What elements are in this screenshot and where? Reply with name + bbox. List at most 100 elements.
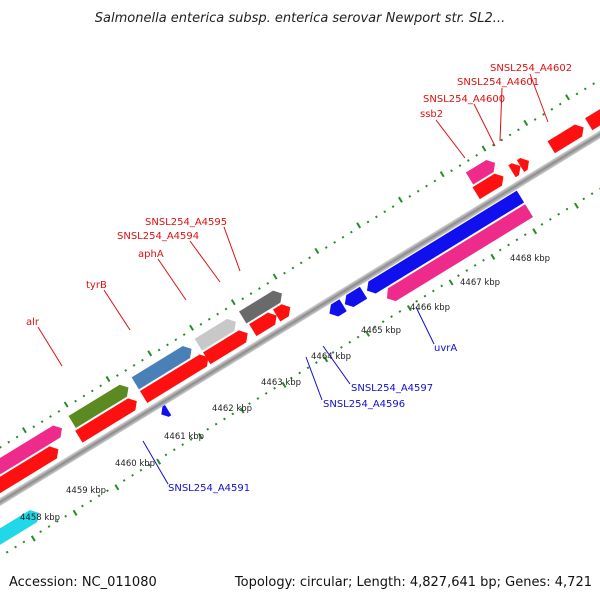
minor-tick — [298, 371, 302, 375]
gene-label-SNSL254_A4594[interactable]: SNSL254_A4594 — [117, 231, 199, 242]
gene-label-SNSL254_A4591[interactable]: SNSL254_A4591 — [168, 483, 250, 494]
gene-SNSL254_A4602[interactable] — [547, 121, 588, 154]
minor-tick — [157, 348, 161, 352]
minor-tick — [7, 440, 11, 444]
minor-tick — [508, 133, 512, 137]
reverse-genes — [0, 190, 533, 564]
leader-aphA — [157, 258, 187, 301]
gene-SNSL254_A4591[interactable] — [158, 405, 172, 419]
major-tick — [439, 171, 445, 178]
minor-tick — [5, 550, 9, 554]
major-tick — [114, 484, 120, 491]
minor-tick — [115, 374, 119, 377]
major-tick — [189, 324, 194, 331]
major-tick — [239, 407, 245, 414]
gene-pink-reverse[interactable] — [383, 204, 533, 304]
minor-tick — [458, 164, 462, 167]
minor-tick — [291, 266, 295, 270]
major-tick — [523, 119, 529, 127]
major-tick — [532, 228, 538, 235]
minor-tick — [550, 107, 554, 111]
minor-tick — [366, 220, 370, 224]
gene-uvrA[interactable] — [363, 190, 525, 297]
kbp-scale-labels: 4458 kbp 4459 kbp 4460 kbp 4461 kbp 4462… — [20, 254, 550, 523]
minor-tick — [141, 358, 144, 362]
minor-tick — [81, 504, 84, 508]
minor-tick — [533, 118, 537, 121]
kbp-label-4464: 4464 kbp — [311, 352, 351, 362]
kbp-label-4458: 4458 kbp — [20, 513, 60, 523]
minor-tick — [308, 256, 311, 260]
minor-tick — [415, 299, 419, 303]
gene-SNSL254_A4595[interactable] — [249, 310, 280, 337]
major-tick — [230, 299, 236, 306]
gene-ssb2[interactable] — [465, 157, 499, 185]
gene-SNSL254_A4597[interactable] — [341, 286, 368, 310]
gene-red-below-tyrB[interactable] — [139, 351, 212, 403]
minor-tick — [482, 258, 485, 262]
leader-SNSL254_A4601 — [499, 87, 503, 142]
gene-label-SNSL254_A4601[interactable]: SNSL254_A4601 — [457, 77, 539, 88]
minor-tick — [383, 210, 387, 214]
gene-label-aphA[interactable]: aphA — [138, 249, 164, 260]
gene-SNSL254_A4600[interactable] — [508, 160, 524, 178]
gene-SNSL254_A4596[interactable] — [326, 299, 347, 319]
gene-label-SNSL254_A4602[interactable]: SNSL254_A4602 — [490, 63, 572, 74]
gene-red-below-ssb2[interactable] — [472, 171, 508, 200]
minor-tick — [264, 392, 268, 395]
gene-label-alr[interactable]: alr — [26, 317, 40, 328]
minor-tick — [172, 448, 176, 452]
gene-SNSL254_A4601[interactable] — [516, 155, 533, 173]
minor-tick — [273, 386, 276, 390]
gene-red-below-alr[interactable] — [75, 395, 140, 443]
gene-label-SNSL254_A4595[interactable]: SNSL254_A4595 — [145, 217, 227, 228]
major-tick — [21, 427, 27, 434]
minor-tick — [99, 384, 103, 388]
gene-cyan-leftedge[interactable] — [0, 507, 42, 564]
minor-tick — [306, 366, 310, 370]
minor-tick — [139, 468, 143, 472]
forward-genes — [0, 54, 600, 548]
kbp-label-4466: 4466 kbp — [410, 303, 450, 313]
minor-tick — [381, 320, 385, 324]
gene-red-small[interactable] — [272, 301, 294, 322]
map-band — [0, 48, 600, 578]
gene-SNSL254_A4594[interactable] — [239, 288, 286, 324]
minor-tick — [122, 479, 126, 482]
minor-tick — [408, 194, 412, 198]
genome-backbone — [0, 48, 600, 578]
minor-tick — [124, 369, 128, 372]
gene-red-rightedge[interactable] — [585, 54, 600, 131]
minor-tick — [565, 207, 569, 211]
kbp-label-4462: 4462 kbp — [212, 404, 252, 414]
minor-tick — [0, 445, 2, 449]
topology-text: Topology: circular; Length: 4,827,641 bp… — [234, 575, 592, 590]
gene-label-tyrB[interactable]: tyrB — [86, 280, 107, 291]
leader-lines — [37, 73, 549, 485]
forward-tick-track — [0, 82, 596, 449]
leader-SNSL254_A4596 — [305, 356, 323, 401]
gene-aphA[interactable] — [194, 316, 240, 351]
gene-tyrB[interactable] — [131, 343, 196, 390]
gene-label-SNSL254_A4597[interactable]: SNSL254_A4597 — [351, 383, 433, 394]
gene-label-ssb2[interactable]: ssb2 — [420, 109, 443, 120]
gene-leftedge-red[interactable] — [0, 443, 62, 548]
minor-tick — [32, 425, 36, 429]
minor-tick — [164, 453, 168, 457]
kbp-label-4465: 4465 kbp — [361, 326, 401, 336]
minor-tick — [231, 412, 235, 416]
minor-tick — [465, 269, 469, 272]
major-tick — [565, 94, 570, 101]
gene-leftedge-pink[interactable] — [0, 422, 66, 534]
gene-alr[interactable] — [68, 382, 133, 428]
minor-tick — [582, 197, 586, 201]
gene-label-uvrA[interactable]: uvrA — [434, 343, 457, 354]
gene-label-SNSL254_A4596[interactable]: SNSL254_A4596 — [323, 399, 405, 410]
minor-tick — [189, 438, 193, 441]
gene-red-below-aphA[interactable] — [203, 327, 251, 365]
major-tick — [156, 458, 162, 465]
major-tick — [63, 401, 69, 408]
gene-label-SNSL254_A4600[interactable]: SNSL254_A4600 — [423, 94, 505, 105]
major-tick — [30, 535, 36, 542]
